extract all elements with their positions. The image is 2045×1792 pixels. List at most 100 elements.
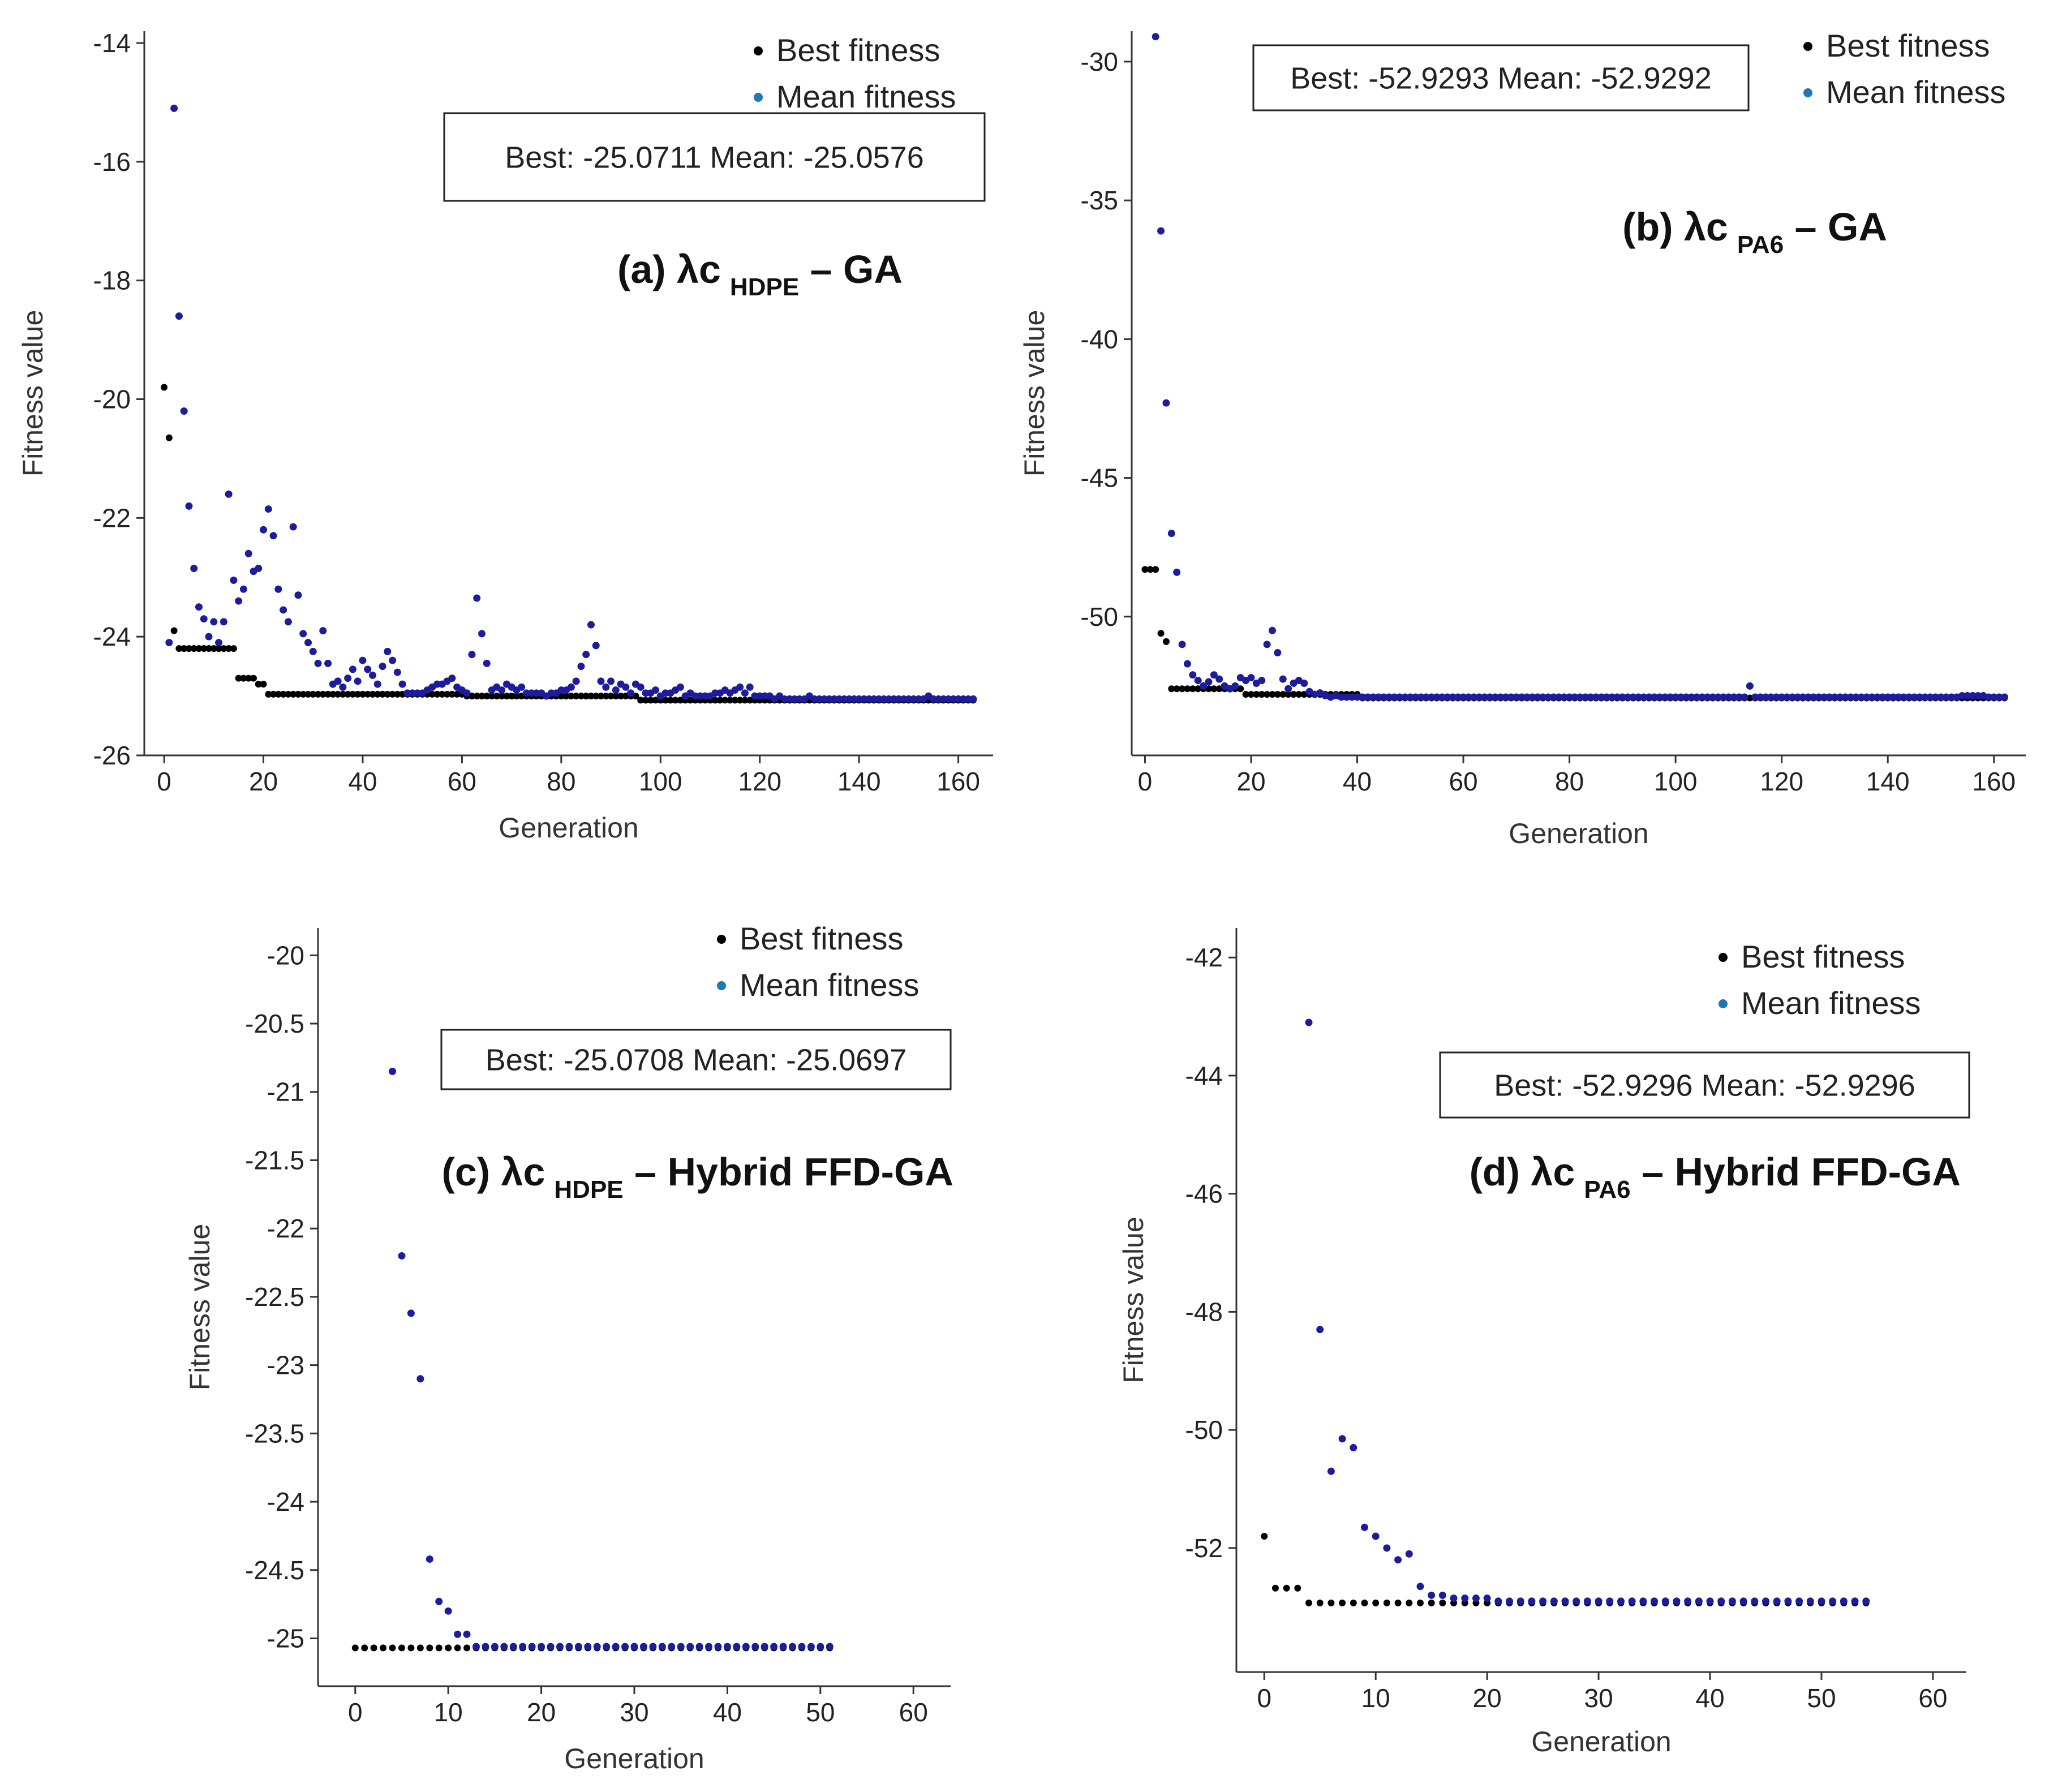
mean-fitness-point xyxy=(1693,693,1701,701)
best-fitness-point xyxy=(181,645,188,652)
best-fitness-point xyxy=(1300,691,1308,698)
best-fitness-point xyxy=(398,1644,405,1652)
mean-fitness-point xyxy=(518,683,526,691)
mean-fitness-point xyxy=(280,606,287,614)
mean-fitness-point xyxy=(1608,693,1616,701)
stats-annotation: Best: -25.0708 Mean: -25.0697 xyxy=(440,1029,952,1090)
mean-fitness-point xyxy=(235,597,243,605)
mean-fitness-point xyxy=(468,651,476,659)
mean-fitness-point xyxy=(1472,1595,1480,1602)
mean-fitness-point xyxy=(538,1643,545,1651)
title-subscript: PA6 xyxy=(1737,231,1784,259)
best-fitness-point xyxy=(294,690,302,698)
mean-fitness-point xyxy=(1374,693,1382,701)
mean-fitness-point xyxy=(1183,660,1191,668)
mean-fitness-point xyxy=(220,618,227,626)
mean-fitness-point xyxy=(1921,693,1929,701)
legend: Best fitness Mean fitness xyxy=(1803,28,2006,110)
panel-title: (c) λc HDPE – Hybrid FFD-GA xyxy=(442,1150,953,1204)
x-tick-label: 20 xyxy=(249,767,278,796)
mean-fitness-point xyxy=(1624,693,1632,701)
mean-fitness-point xyxy=(200,615,208,623)
y-tick-label: -26 xyxy=(93,741,131,770)
best-fitness-point xyxy=(416,1644,424,1652)
mean-fitness-point xyxy=(309,647,317,655)
mean-fitness-point xyxy=(519,1643,527,1651)
mean-fitness-point xyxy=(1788,693,1796,701)
mean-fitness-series xyxy=(165,104,977,703)
mean-fitness-point xyxy=(1709,693,1717,701)
best-fitness-point xyxy=(1339,1599,1346,1606)
x-tick-label: 60 xyxy=(1449,767,1477,796)
y-tick-label: -46 xyxy=(1185,1179,1223,1209)
best-fitness-point xyxy=(200,645,208,652)
mean-fitness-point xyxy=(225,490,233,498)
x-tick-label: 60 xyxy=(899,1698,928,1727)
mean-fitness-point xyxy=(639,1643,647,1651)
mean-fitness-point xyxy=(649,1643,657,1651)
mean-fitness-point xyxy=(1549,693,1557,701)
mean-fitness-point xyxy=(1640,693,1648,701)
mean-fitness-point xyxy=(1343,693,1351,701)
best-fitness-point xyxy=(1350,1599,1357,1606)
mean-fitness-point xyxy=(294,591,302,599)
mean-fitness-point xyxy=(1380,693,1387,701)
mean-fitness-point xyxy=(637,683,645,691)
best-fitness-point xyxy=(354,690,362,698)
mean-fitness-point xyxy=(1438,693,1446,701)
mean-fitness-point xyxy=(210,618,218,626)
best-fitness-point xyxy=(210,645,217,652)
mean-fitness-point xyxy=(175,312,183,320)
best-fitness-point xyxy=(731,697,738,704)
mean-fitness-point xyxy=(180,407,188,415)
best-fitness-point xyxy=(389,1644,396,1652)
best-fitness-point xyxy=(245,674,252,682)
mean-fitness-point xyxy=(448,674,456,682)
mean-fitness-point xyxy=(574,1643,582,1651)
y-tick-label: -23 xyxy=(267,1351,304,1380)
stats-text: Best: -52.9296 Mean: -52.9296 xyxy=(1494,1069,1915,1103)
title-suffix: – GA xyxy=(799,247,903,291)
mean-fitness-point xyxy=(1595,1597,1603,1605)
y-axis-label: Fitness value xyxy=(1118,1217,1149,1383)
mean-fitness-point xyxy=(630,1643,638,1651)
mean-fitness-point xyxy=(1762,1597,1769,1605)
mean-fitness-point xyxy=(1783,693,1791,701)
best-fitness-point xyxy=(1316,1599,1324,1606)
panel-title: (d) λc PA6 – Hybrid FFD-GA xyxy=(1470,1150,1961,1204)
mean-fitness-point xyxy=(1958,692,1966,700)
mean-fitness-point xyxy=(1459,693,1467,701)
mean-fitness-point xyxy=(1836,693,1844,701)
legend-marker-mean xyxy=(754,93,763,102)
y-tick-label: -48 xyxy=(1185,1297,1223,1326)
mean-fitness-point xyxy=(1337,693,1345,701)
mean-fitness-point xyxy=(1751,1597,1759,1605)
best-fitness-point xyxy=(598,693,605,700)
y-tick-label: -44 xyxy=(1185,1061,1223,1090)
mean-fitness-point xyxy=(1394,1556,1402,1564)
mean-fitness-point xyxy=(1497,693,1505,701)
mean-fitness-point xyxy=(1746,682,1754,690)
best-fitness-point xyxy=(1173,685,1180,693)
best-fitness-point xyxy=(334,690,342,698)
mean-fitness-point xyxy=(969,695,977,703)
mean-fitness-point xyxy=(393,668,401,676)
best-fitness-point xyxy=(1152,566,1159,573)
mean-fitness-point xyxy=(695,1643,703,1651)
mean-fitness-point xyxy=(1942,693,1950,701)
x-tick-label: 160 xyxy=(936,767,980,796)
mean-fitness-point xyxy=(1805,693,1812,701)
best-fitness-point xyxy=(642,697,649,704)
stats-box xyxy=(1439,1051,1970,1119)
mean-fitness-point xyxy=(668,1643,676,1651)
best-fitness-point xyxy=(1237,685,1244,693)
mean-fitness-point xyxy=(1862,1597,1870,1605)
mean-fitness-point xyxy=(567,683,575,691)
mean-fitness-series xyxy=(1152,33,2008,701)
mean-fitness-point xyxy=(528,1643,536,1651)
title-subscript: HDPE xyxy=(554,1176,623,1204)
mean-fitness-point xyxy=(509,1643,517,1651)
x-tick-label: 0 xyxy=(1257,1683,1271,1713)
best-fitness-point xyxy=(483,693,491,700)
mean-fitness-point xyxy=(1831,693,1838,701)
